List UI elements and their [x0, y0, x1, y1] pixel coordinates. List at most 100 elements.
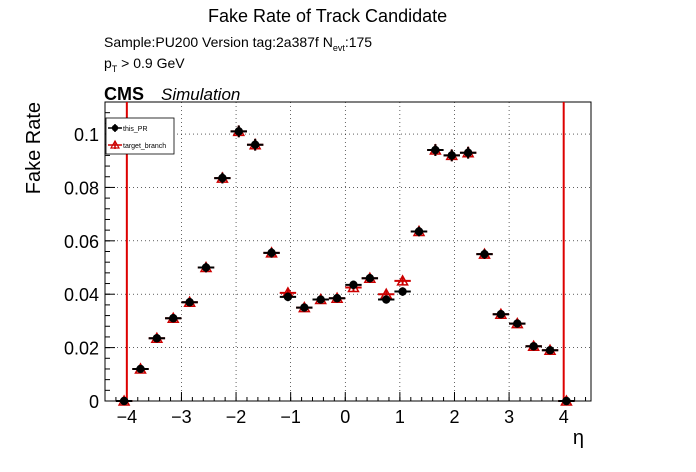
data-point	[197, 262, 215, 273]
data-point	[525, 342, 542, 351]
point-marker	[545, 346, 555, 355]
sample-info-sub: evt	[332, 42, 345, 53]
point-marker	[398, 287, 407, 296]
series-this-PR	[115, 125, 575, 406]
data-point	[541, 346, 559, 355]
point-marker	[447, 151, 456, 160]
y-tick-label: 0	[89, 392, 99, 412]
point-marker	[201, 263, 211, 272]
grid-lines	[105, 102, 591, 401]
data-point	[361, 273, 379, 283]
x-tick-label: −4	[117, 407, 138, 427]
point-marker	[316, 295, 325, 304]
point-marker	[349, 280, 358, 290]
sample-info-count: :175	[344, 34, 373, 50]
data-point	[476, 249, 493, 259]
data-point	[345, 280, 362, 290]
point-marker	[414, 227, 424, 236]
y-tick-label: 0.1	[74, 125, 99, 145]
data-point	[132, 364, 149, 374]
point-marker	[496, 310, 506, 319]
data-point	[181, 297, 198, 307]
plot-frame	[104, 101, 592, 402]
data-point	[492, 310, 510, 319]
point-marker	[152, 334, 162, 343]
y-tick-label: 0.06	[64, 232, 99, 252]
x-tick-label: 3	[504, 407, 514, 427]
x-tick-label: −1	[280, 407, 301, 427]
data-point	[263, 248, 280, 258]
cms-label: CMS	[104, 84, 144, 104]
point-marker	[513, 319, 522, 328]
point-marker	[283, 292, 293, 302]
point-marker	[267, 248, 276, 258]
y-axis-label: Fake Rate	[23, 102, 45, 194]
data-point	[246, 138, 264, 151]
data-point	[328, 294, 346, 303]
pt-cut: pT > 0.9 GeV	[104, 55, 185, 74]
legend-entry: target_branch	[108, 139, 166, 150]
data-point	[410, 226, 428, 237]
data-point	[427, 144, 444, 156]
point-marker	[562, 396, 571, 406]
point-marker	[529, 342, 538, 351]
data-point	[459, 146, 477, 159]
point-marker	[218, 173, 227, 183]
x-tick-label: −2	[226, 407, 247, 427]
data-series	[115, 124, 575, 406]
tick-labels: −4 −3 −2 −1 0 1 2 3 4 0 0.02 0.04 0.06 0.08 0.1	[64, 125, 569, 427]
x-tick-label: 1	[395, 407, 405, 427]
data-point	[394, 287, 411, 296]
pt-subscript: T	[111, 63, 118, 74]
series-target-branch	[115, 124, 575, 406]
data-point	[378, 295, 395, 304]
legend-marker	[111, 124, 119, 132]
point-marker	[332, 294, 342, 303]
legend-entry: this_PR	[108, 124, 148, 133]
sample-info: Sample:PU200 Version tag:2a387f Nevt:175	[104, 34, 372, 53]
data-point	[148, 334, 166, 343]
legend: this_PR target_branch	[105, 117, 175, 155]
chart-title: Fake Rate of Track Candidate	[208, 6, 448, 26]
x-tick-label: 0	[340, 407, 350, 427]
data-point	[230, 125, 247, 138]
point-marker	[300, 303, 309, 312]
point-marker	[250, 140, 260, 149]
data-point	[115, 396, 133, 406]
legend-marker	[109, 139, 121, 149]
pt-symbol: p	[104, 55, 112, 71]
data-point	[558, 396, 575, 406]
point-marker	[396, 274, 409, 286]
point-marker	[169, 314, 178, 323]
point-marker	[480, 249, 489, 259]
point-marker	[365, 273, 375, 283]
data-point	[296, 303, 313, 312]
data-point	[214, 172, 231, 184]
legend-label: this_PR	[123, 126, 148, 133]
legend-label: target_branch	[123, 143, 166, 150]
point-marker	[431, 145, 440, 155]
y-tick-label: 0.08	[64, 178, 99, 198]
data-point	[443, 149, 460, 162]
data-point	[394, 274, 411, 286]
y-tick-label: 0.02	[64, 339, 99, 359]
x-axis-label: η	[573, 427, 584, 449]
y-tick-label: 0.04	[64, 285, 99, 305]
data-point	[312, 295, 329, 304]
sample-info-text: Sample:PU200 Version tag:2a387f N	[104, 34, 333, 50]
point-marker	[136, 364, 145, 374]
point-marker	[382, 295, 391, 304]
x-tick-label: 2	[449, 407, 459, 427]
x-tick-label: 4	[559, 407, 569, 427]
point-marker	[463, 148, 473, 157]
point-marker	[119, 396, 129, 406]
pt-threshold: > 0.9 GeV	[117, 55, 185, 71]
point-marker	[185, 298, 194, 307]
data-point	[165, 314, 182, 323]
x-tick-label: −3	[171, 407, 192, 427]
data-point	[509, 319, 526, 328]
point-marker	[234, 127, 243, 136]
simulation-label: Simulation	[161, 85, 241, 104]
data-point	[279, 292, 297, 302]
